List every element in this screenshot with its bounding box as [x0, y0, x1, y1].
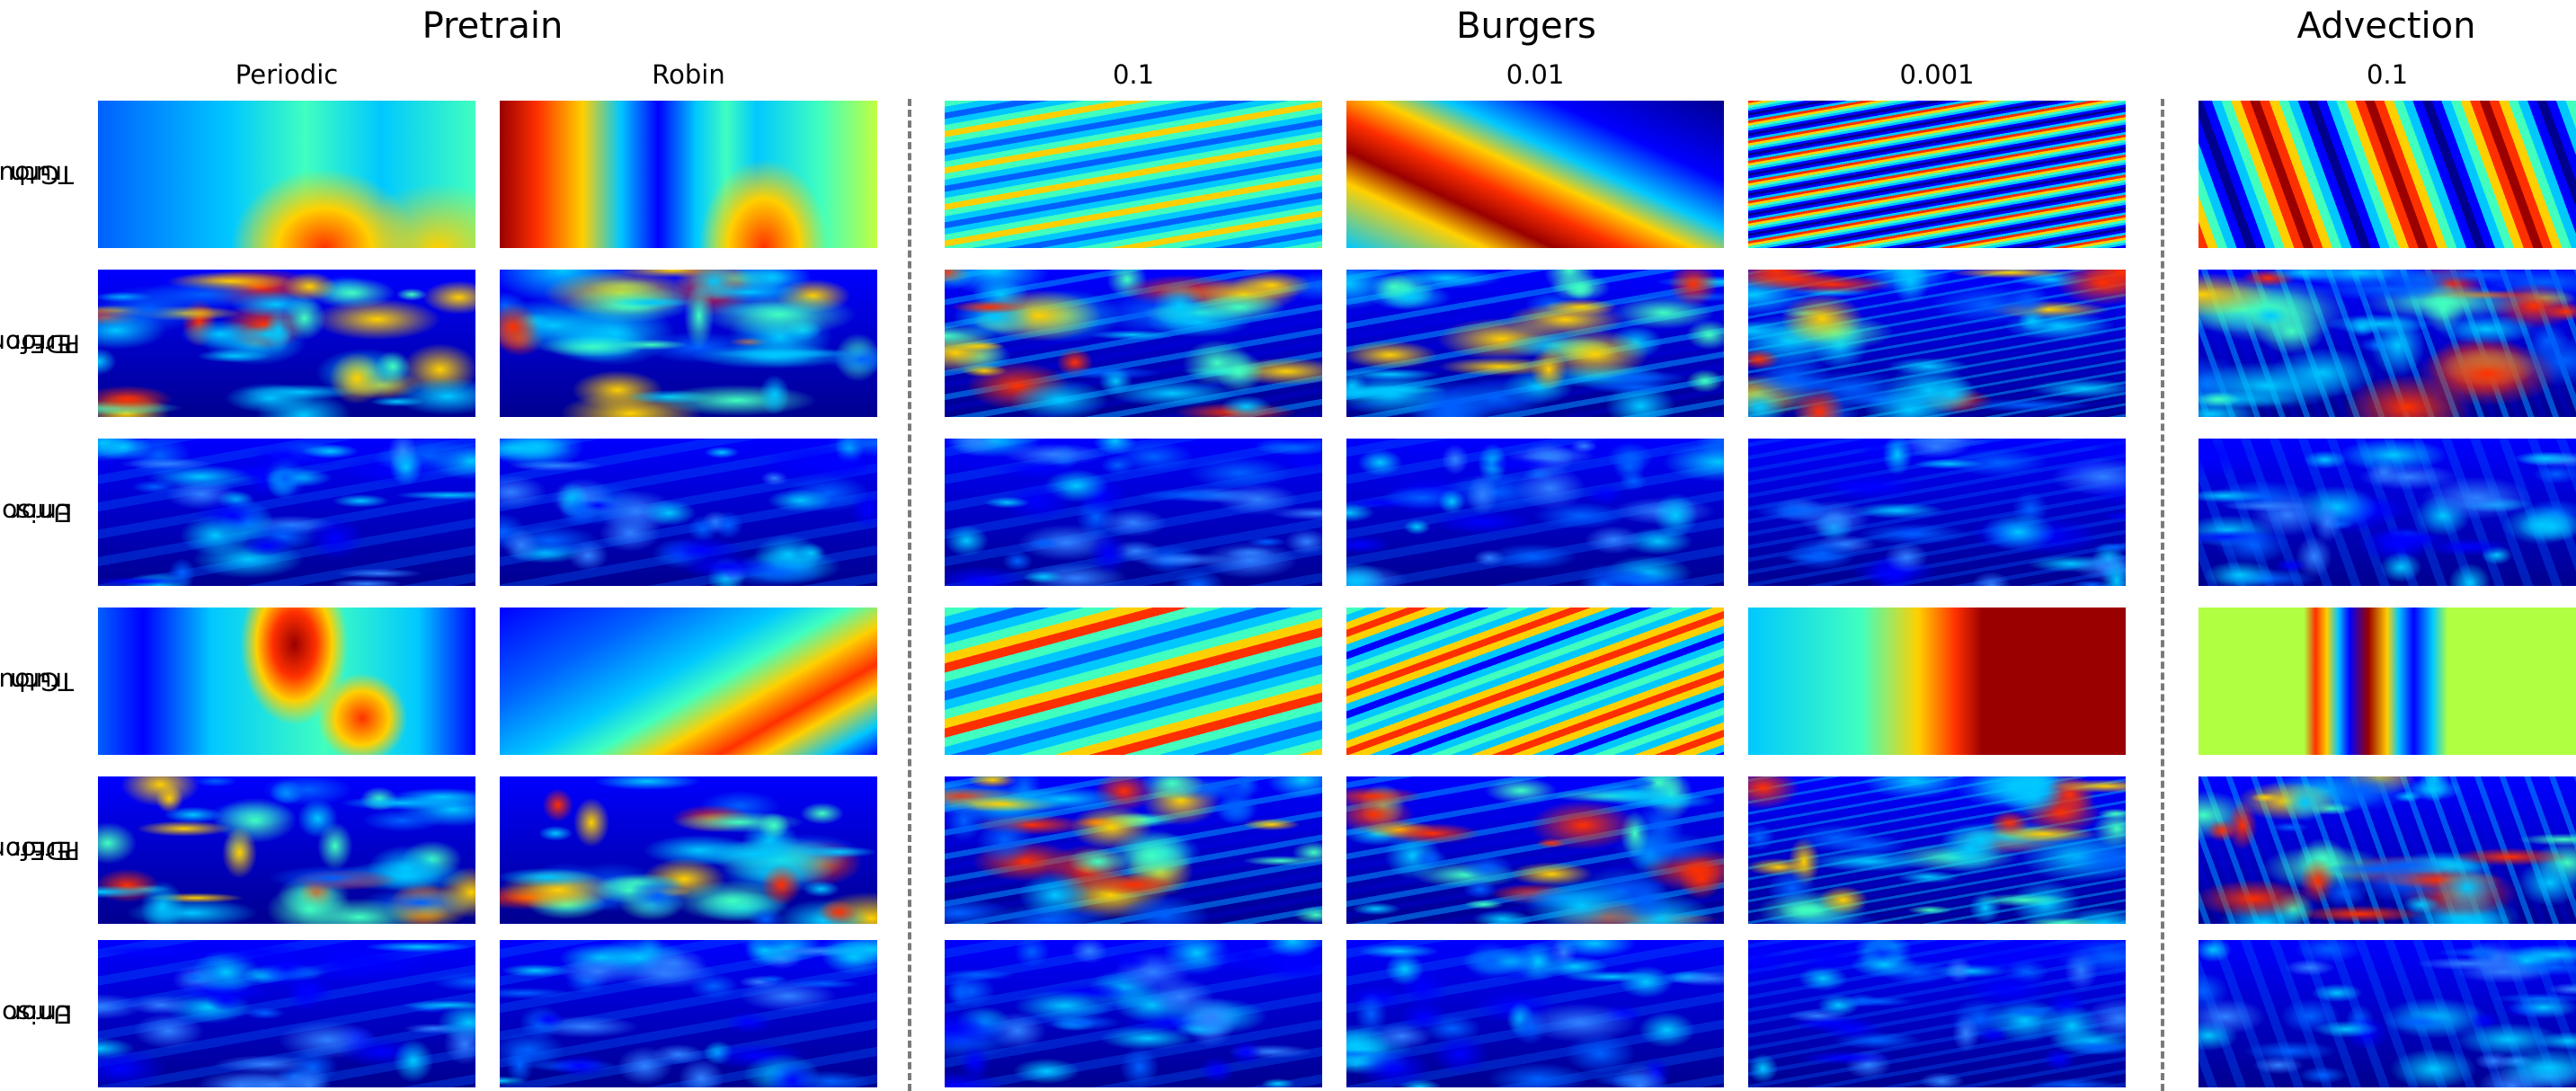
column-title-advection-0-1: 0.1	[2366, 59, 2409, 90]
heatmap-ground-truth-advection-0-1-a	[2198, 101, 2576, 248]
heatmap-pdeformer-error-burgers-0-001-b	[1748, 776, 2126, 924]
column-title-burgers-0-001: 0.001	[1899, 59, 1975, 90]
column-title-burgers-0-1: 0.1	[1112, 59, 1155, 90]
heatmap-unisolver-error-robin-b	[500, 940, 877, 1087]
heatmap-ground-truth-burgers-0-001-a	[1748, 101, 2126, 248]
heatmap-pdeformer-error-periodic-b	[98, 776, 475, 924]
heatmap-pdeformer-error-periodic-a	[98, 270, 475, 417]
column-title-burgers-0-01: 0.01	[1506, 59, 1565, 90]
heatmap-unisolver-error-advection-0-1-a	[2198, 439, 2576, 586]
heatmap-unisolver-error-periodic-a	[98, 439, 475, 586]
heatmap-ground-truth-periodic-b	[98, 608, 475, 755]
heatmap-ground-truth-burgers-0-01-a	[1346, 101, 1724, 248]
group-title-pretrain: Pretrain	[422, 5, 564, 47]
heatmap-ground-truth-periodic-a	[98, 101, 475, 248]
heatmap-ground-truth-robin-b	[500, 608, 877, 755]
heatmap-ground-truth-burgers-0-1-b	[945, 608, 1322, 755]
heatmap-pdeformer-error-advection-0-1-b	[2198, 776, 2576, 924]
separator-pretrain-burgers	[908, 99, 911, 1091]
group-title-advection: Advection	[2296, 5, 2476, 47]
heatmap-pdeformer-error-burgers-0-1-a	[945, 270, 1322, 417]
heatmap-pdeformer-error-robin-b	[500, 776, 877, 924]
heatmap-pdeformer-error-robin-a	[500, 270, 877, 417]
row-label-unisolver-error-2: UnisolverError	[0, 999, 73, 1029]
heatmap-pdeformer-error-burgers-0-001-a	[1748, 270, 2126, 417]
heatmap-unisolver-error-periodic-b	[98, 940, 475, 1087]
heatmap-unisolver-error-burgers-0-001-a	[1748, 439, 2126, 586]
row-label-ground-truth-2: GroundTruth	[0, 667, 74, 696]
heatmap-pdeformer-error-burgers-0-01-b	[1346, 776, 1724, 924]
heatmap-pdeformer-error-burgers-0-1-b	[945, 776, 1322, 924]
heatmap-ground-truth-advection-0-1-b	[2198, 608, 2576, 755]
heatmap-unisolver-error-burgers-0-01-a	[1346, 439, 1724, 586]
row-label-ground-truth-1: GroundTruth	[0, 160, 74, 190]
heatmap-unisolver-error-burgers-0-001-b	[1748, 940, 2126, 1087]
column-title-periodic: Periodic	[235, 59, 339, 90]
separator-burgers-advection	[2161, 99, 2164, 1091]
heatmap-unisolver-error-robin-a	[500, 439, 877, 586]
heatmap-ground-truth-burgers-0-001-b	[1748, 608, 2126, 755]
heatmap-unisolver-error-burgers-0-1-b	[945, 940, 1322, 1087]
heatmap-unisolver-error-burgers-0-1-a	[945, 439, 1322, 586]
heatmap-pdeformer-error-burgers-0-01-a	[1346, 270, 1724, 417]
row-label-pdeformer-error-2: PDEformerError	[0, 836, 81, 865]
heatmap-ground-truth-burgers-0-1-a	[945, 101, 1322, 248]
heatmap-unisolver-error-burgers-0-01-b	[1346, 940, 1724, 1087]
heatmap-unisolver-error-advection-0-1-b	[2198, 940, 2576, 1087]
row-label-pdeformer-error-1: PDEformerError	[0, 329, 81, 359]
heatmap-ground-truth-robin-a	[500, 101, 877, 248]
heatmap-ground-truth-burgers-0-01-b	[1346, 608, 1724, 755]
group-title-burgers: Burgers	[1456, 5, 1596, 47]
row-label-unisolver-error-1: UnisolverError	[0, 498, 73, 528]
heatmap-pdeformer-error-advection-0-1-a	[2198, 270, 2576, 417]
column-title-robin: Robin	[652, 59, 725, 90]
